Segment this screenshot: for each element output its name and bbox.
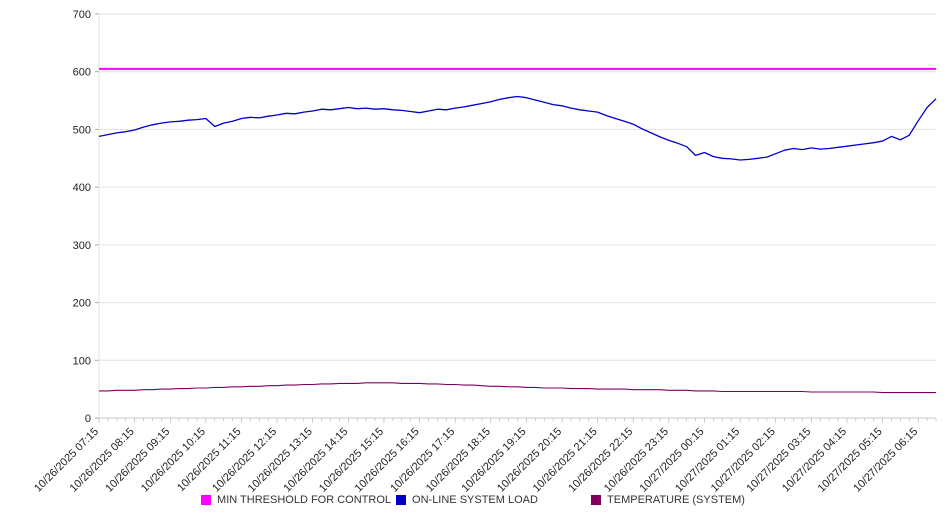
x-tick-label: 10/27/2025 02:15 [709, 426, 778, 494]
x-tick-label: 10/26/2025 16:15 [353, 426, 422, 494]
x-tick-label: 10/26/2025 09:15 [103, 426, 172, 494]
x-tick-label: 10/27/2025 00:15 [638, 426, 707, 494]
x-tick-label: 10/27/2025 03:15 [744, 426, 813, 494]
series-line [99, 382, 936, 394]
legend-swatch [201, 495, 212, 505]
y-tick-label: 0 [85, 413, 91, 425]
legend-label: MIN THRESHOLD FOR CONTROL [217, 494, 392, 506]
x-tick-label: 10/26/2025 08:15 [68, 426, 137, 494]
legend-swatch [591, 495, 602, 505]
y-tick-label: 300 [73, 240, 91, 252]
y-tick-label: 200 [73, 298, 91, 310]
x-tick-label: 10/26/2025 11:15 [175, 426, 243, 494]
legend-item[interactable]: MIN THRESHOLD FOR CONTROL [201, 494, 396, 506]
legend-item[interactable]: TEMPERATURE (SYSTEM) [591, 494, 745, 506]
y-tick-label: 400 [73, 182, 91, 194]
x-tick-label: 10/26/2025 10:15 [139, 426, 208, 494]
x-tick-label: 10/27/2025 04:15 [780, 426, 849, 494]
x-tick-label: 10/27/2025 05:15 [816, 426, 885, 494]
y-tick-label: 100 [73, 355, 91, 367]
x-tick-label: 10/26/2025 20:15 [495, 426, 564, 494]
series-line [98, 95, 937, 161]
x-tick-label: 10/26/2025 14:15 [281, 426, 350, 494]
x-tick-label: 10/26/2025 15:15 [317, 426, 386, 494]
x-tick-label: 10/26/2025 23:15 [602, 426, 671, 494]
x-tick-label: 10/26/2025 13:15 [246, 426, 315, 494]
x-tick-label: 10/27/2025 01:15 [673, 426, 742, 494]
legend-label: TEMPERATURE (SYSTEM) [607, 494, 745, 506]
x-tick-label: 10/26/2025 07:15 [32, 426, 101, 494]
y-tick-label: 600 [73, 67, 91, 79]
x-tick-label: 10/26/2025 18:15 [424, 426, 493, 494]
legend-swatch [396, 495, 407, 505]
x-tick-label: 10/26/2025 12:15 [210, 426, 279, 494]
x-tick-label: 10/26/2025 17:15 [388, 426, 457, 494]
chart-legend: MIN THRESHOLD FOR CONTROL ON-LINE SYSTEM … [0, 494, 946, 506]
x-tick-label: 10/26/2025 19:15 [459, 426, 528, 494]
x-tick-label: 10/26/2025 21:15 [531, 426, 600, 494]
y-tick-label: 700 [73, 9, 91, 21]
legend-item[interactable]: ON-LINE SYSTEM LOAD [396, 494, 591, 506]
x-tick-label: 10/26/2025 22:15 [566, 426, 635, 494]
x-tick-label: 10/27/2025 06:15 [851, 426, 920, 494]
legend-label: ON-LINE SYSTEM LOAD [412, 494, 538, 506]
y-tick-label: 500 [73, 124, 91, 136]
